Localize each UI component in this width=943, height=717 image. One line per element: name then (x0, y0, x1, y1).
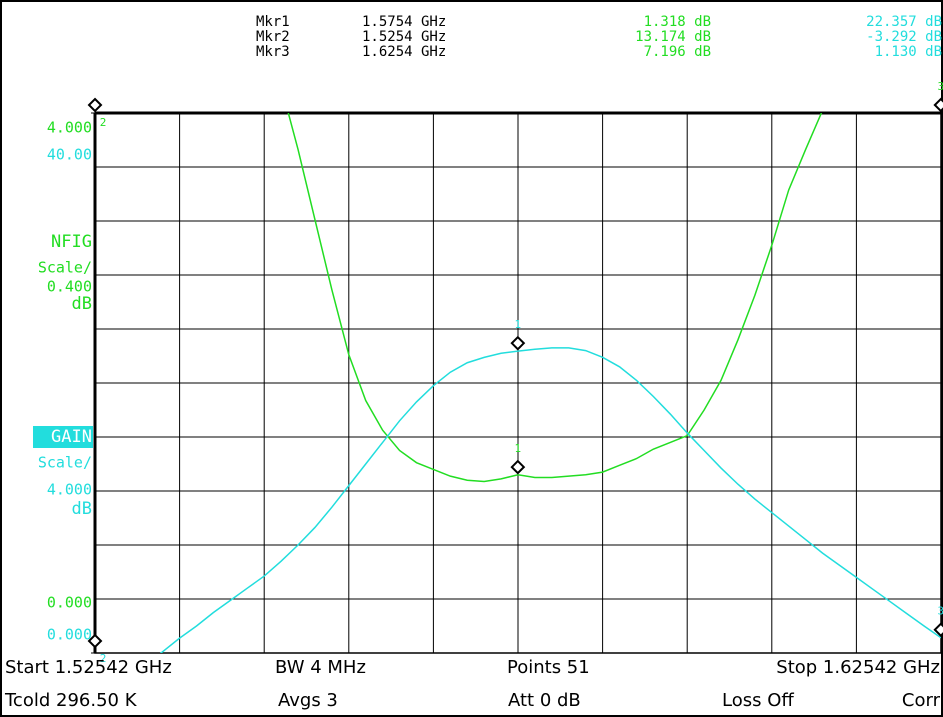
trace-group (287, 113, 823, 483)
status-text: Avgs 3 (278, 690, 338, 711)
axis-name: GAIN (51, 427, 92, 447)
marker-diamond (933, 97, 943, 113)
marker-gain: -3.292 dB (866, 29, 942, 45)
y-tick-label: 4.000 (47, 119, 92, 137)
marker-nf: 1.318 dB (644, 14, 711, 30)
status-text: Corr (902, 690, 941, 711)
marker-tag: 3 (938, 605, 943, 618)
trace (159, 347, 941, 653)
axis-scale: dB (72, 294, 92, 314)
marker-tag: 1 (515, 442, 522, 455)
marker-nf: 13.174 dB (635, 29, 711, 45)
marker-gain: 1.130 dB (875, 44, 942, 60)
marker-tag: 2 (100, 652, 107, 665)
marker-name: Mkr2 (256, 29, 290, 45)
status-text: Att 0 dB (508, 690, 581, 711)
trace (287, 113, 823, 483)
axis-scale: Scale/ (38, 259, 92, 277)
status-text: Start 1.52542 GHz (5, 657, 172, 678)
y-tick-label: 0.000 (47, 594, 92, 612)
axis-scale: Scale/ (38, 454, 92, 472)
marker-freq: 1.5254 GHz (362, 29, 446, 45)
status-text: Tcold 296.50 K (4, 690, 138, 711)
status-text: Points 51 (507, 657, 590, 678)
y-tick-label: 0.000 (47, 626, 92, 644)
marker-diamond (510, 459, 526, 475)
axis-name: NFIG (51, 232, 92, 252)
marker-diamond (87, 633, 103, 649)
marker-freq: 1.5754 GHz (362, 14, 446, 30)
marker-name: Mkr1 (256, 14, 290, 30)
trace-group (159, 347, 941, 653)
status-text: Stop 1.62542 GHz (776, 657, 940, 678)
active-highlight (33, 426, 93, 448)
marker-diamond (87, 97, 103, 113)
marker-freq: 1.6254 GHz (362, 44, 446, 60)
marker-tag: 1 (515, 318, 522, 331)
status-text: BW 4 MHz (275, 657, 366, 678)
y-tick-label: 40.00 (47, 146, 92, 164)
marker-nf: 7.196 dB (644, 44, 711, 60)
axis-scale: 0.400 (47, 278, 92, 296)
axis-scale: dB (72, 499, 92, 519)
marker-gain: 22.357 dB (866, 14, 942, 30)
marker-name: Mkr3 (256, 44, 290, 60)
marker-tag: 2 (100, 116, 107, 129)
marker-diamond (933, 622, 943, 638)
marker-diamond (510, 335, 526, 351)
marker-tag: 3 (938, 80, 943, 93)
status-text: Loss Off (722, 690, 794, 711)
axis-scale: 4.000 (47, 481, 92, 499)
